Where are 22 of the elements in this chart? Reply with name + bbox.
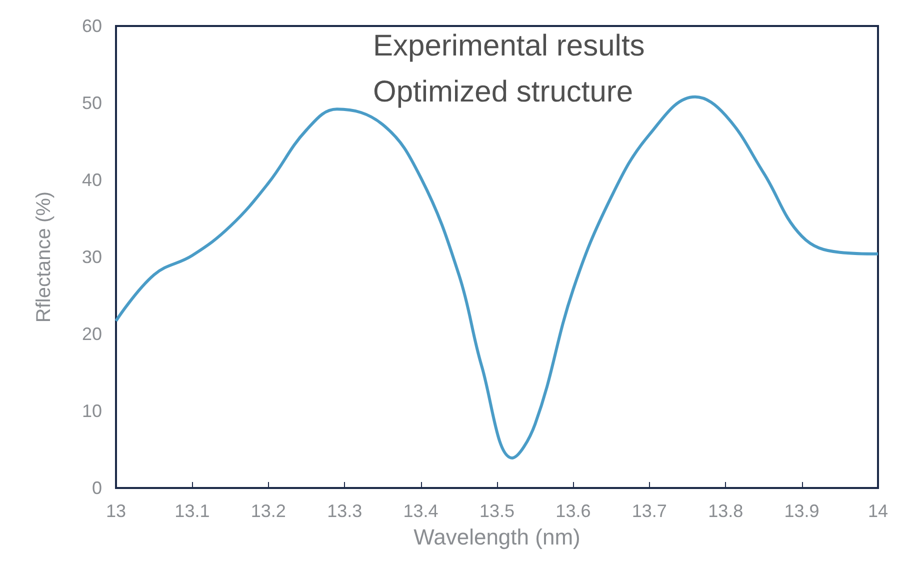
y-tick-label: 10 [82, 401, 102, 421]
annotation: Optimized structure [373, 76, 634, 108]
y-tick-label: 40 [82, 170, 102, 190]
y-tick-label: 50 [82, 93, 102, 113]
x-tick-label: 13.1 [174, 501, 210, 521]
x-axis-title: Wavelength (nm) [414, 524, 580, 550]
y-tick-label: 20 [82, 324, 102, 344]
x-tick-label: 13.5 [479, 501, 515, 521]
y-tick-label: 60 [82, 16, 102, 36]
x-tick-label: 14 [868, 501, 888, 521]
y-axis-title: Rflectance (%) [33, 191, 55, 323]
x-tick-label: 13.3 [327, 501, 362, 521]
y-tick-label: 0 [92, 478, 102, 498]
x-tick-label: 13.4 [403, 501, 438, 521]
annotation: Experimental results [373, 30, 645, 62]
x-tick-label: 13 [106, 501, 126, 521]
x-tick-label: 13.2 [250, 501, 286, 521]
y-tick-label: 30 [82, 247, 102, 267]
x-tick-label: 13.7 [632, 501, 667, 521]
x-tick-label: 13.8 [708, 501, 744, 521]
x-tick-label: 13.6 [556, 501, 591, 521]
x-tick-label: 13.9 [784, 501, 820, 521]
